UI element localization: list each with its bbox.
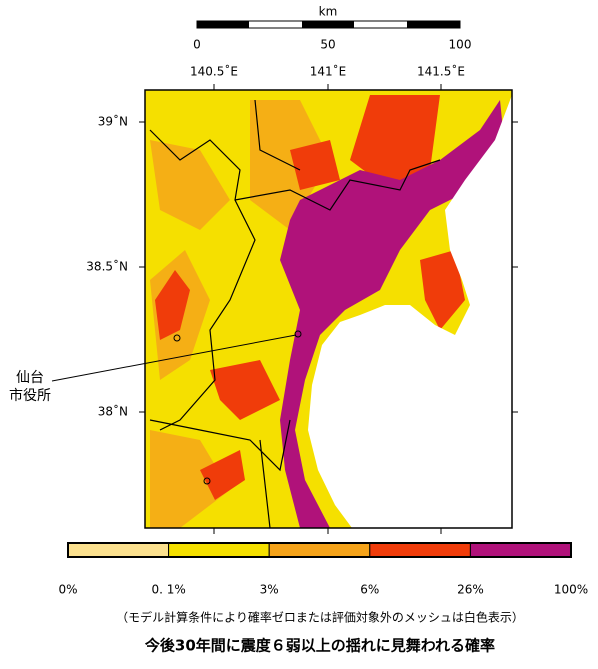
legend-label: 26% xyxy=(457,583,484,597)
legend-swatch xyxy=(67,542,170,558)
title: 今後30年間に震度６弱以上の揺れに見舞われる確率 xyxy=(144,637,495,655)
legend-label: 6% xyxy=(360,583,379,597)
boundary xyxy=(149,99,441,528)
legend-swatch xyxy=(469,542,572,558)
legend-frame xyxy=(67,542,572,558)
legend-swatch xyxy=(268,542,371,558)
city-marker xyxy=(294,330,302,338)
leader-line xyxy=(51,334,297,382)
legend-label: 0% xyxy=(58,583,77,597)
zone-purple xyxy=(280,100,505,528)
city-marker xyxy=(203,477,211,485)
longitude-label: 140.5˚E xyxy=(190,64,238,79)
city-marker xyxy=(173,334,181,342)
note: （モデル計算条件により確率ゼロまたは評価対象外のメッシュは白色表示） xyxy=(116,610,524,625)
legend-swatch xyxy=(168,542,270,558)
zone-red xyxy=(155,95,465,500)
frame-tick xyxy=(139,84,518,534)
scale-seg xyxy=(302,21,354,28)
scale-seg xyxy=(407,21,460,28)
zone-orange xyxy=(150,100,330,528)
latitude-label: 39˚N xyxy=(98,114,128,129)
hazard-map xyxy=(51,84,518,534)
legend: 0% 0. 1% 3% 6% 26% 100% xyxy=(58,542,588,597)
legend-label: 0. 1% xyxy=(151,583,185,597)
place-label: 仙台 xyxy=(16,370,44,386)
legend-swatch xyxy=(369,542,471,558)
latitude-label: 38.5˚N xyxy=(86,259,128,274)
scale-label: 50 xyxy=(320,38,335,52)
latitude-label: 38˚N xyxy=(98,404,128,419)
place-label: 市役所 xyxy=(9,387,51,404)
legend-label: 100% xyxy=(554,583,588,597)
scale-label: 0 xyxy=(193,38,201,52)
longitude-label: 141˚E xyxy=(310,64,347,79)
longitude-label: 141.5˚E xyxy=(417,64,465,79)
sea xyxy=(308,95,512,528)
legend-label: 3% xyxy=(260,583,279,597)
scale-seg xyxy=(197,21,249,28)
scale-unit: km xyxy=(319,5,338,19)
scale-label: 100 xyxy=(449,38,472,52)
